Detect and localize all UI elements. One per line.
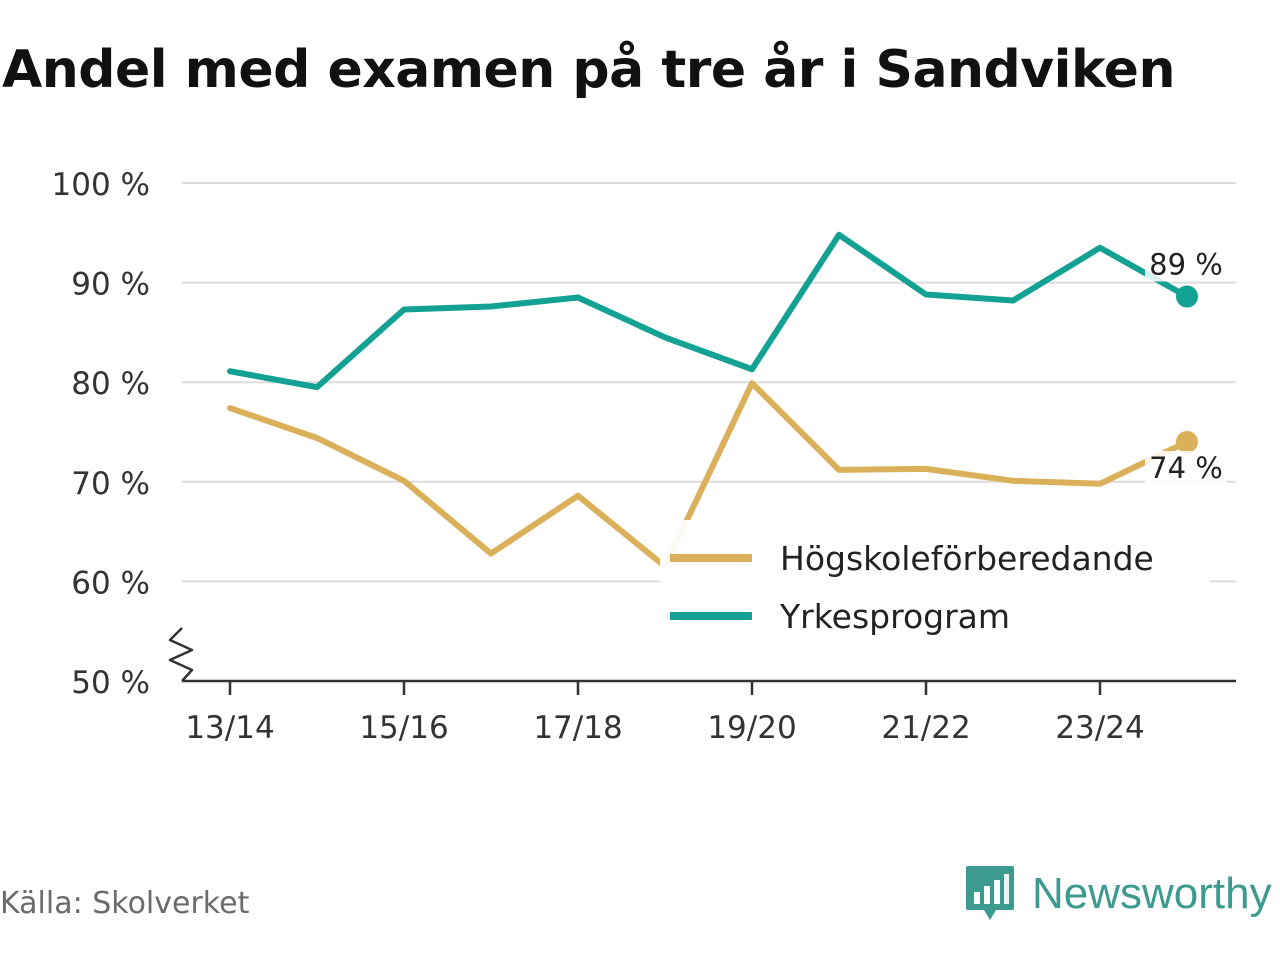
chart-title: Andel med examen på tre år i Sandviken: [2, 40, 1175, 100]
x-tick-label: 13/14: [185, 710, 274, 746]
series-line-0: [227, 380, 1190, 570]
end-labels: 74 % 89 %: [1145, 247, 1227, 485]
bar-chart-bubble-icon: [966, 866, 1014, 920]
axis-break-zigzag: [168, 627, 194, 682]
end-point-0: [1176, 430, 1198, 453]
end-point-1: [1176, 285, 1198, 308]
end-label: 74 %: [1149, 451, 1223, 485]
x-tick-label: 17/18: [533, 710, 622, 746]
legend-label: Högskoleförberedande: [780, 539, 1154, 578]
end-label: 89 %: [1149, 248, 1223, 282]
x-tick-label: 15/16: [359, 710, 448, 746]
line-chart: 50 % 60 % 70 % 80 % 90 % 100 % 13/14 15/16 17/1…: [52, 167, 1236, 746]
series-line-1: [227, 231, 1190, 391]
legend-label: Yrkesprogram: [779, 597, 1010, 636]
end-label-bg: [1145, 450, 1227, 485]
y-tick-label: 90 %: [71, 267, 150, 303]
axis-break-icon: [168, 627, 194, 682]
source-note: Källa: Skolverket: [0, 886, 250, 921]
y-tick-label: 60 %: [71, 565, 150, 601]
x-tick-label: 21/22: [881, 710, 970, 746]
y-axis: 50 % 60 % 70 % 80 % 90 % 100 %: [52, 167, 150, 701]
y-tick-label: 80 %: [71, 366, 150, 402]
x-axis: 13/14 15/16 17/18 19/20 21/22 23/24: [182, 679, 1236, 746]
x-tick-label: 19/20: [707, 710, 796, 746]
legend: Högskoleförberedande Yrkesprogram: [660, 520, 1210, 640]
x-tick-label: 23/24: [1055, 710, 1144, 746]
y-tick-label: 70 %: [71, 466, 150, 502]
end-label-bg: [1145, 247, 1227, 282]
brand-logo: Newsworthy: [964, 864, 1272, 924]
y-tick-label: 100 %: [52, 167, 150, 203]
y-tick-label: 50 %: [71, 665, 150, 701]
brand-name: Newsworthy: [1032, 869, 1272, 918]
series-group: [227, 231, 1198, 570]
